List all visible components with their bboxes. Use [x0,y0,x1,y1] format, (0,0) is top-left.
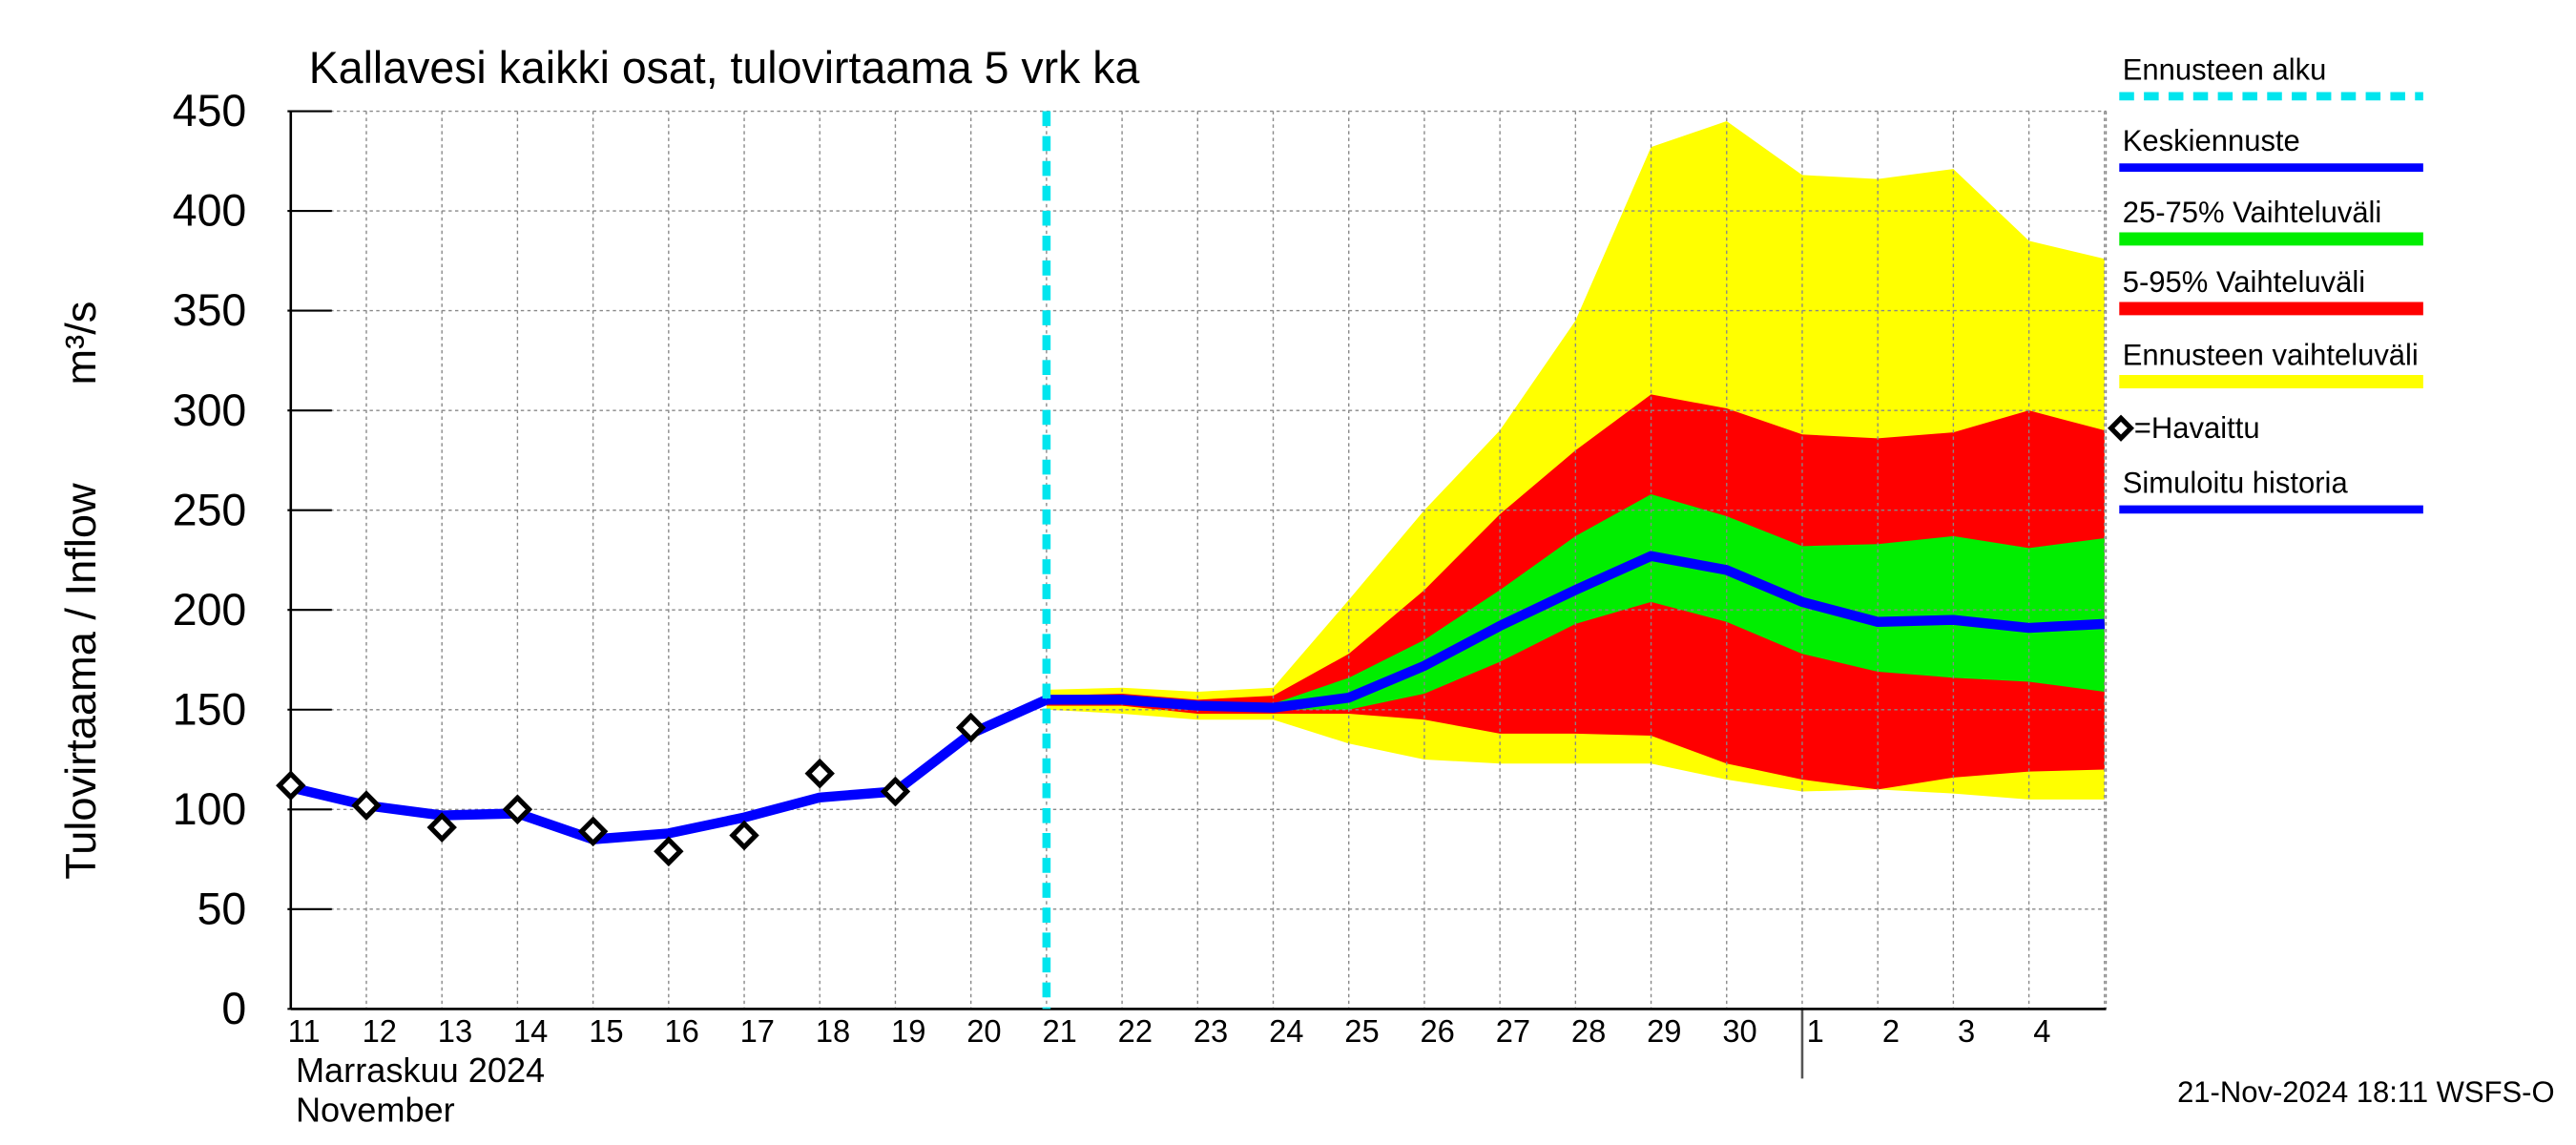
x-tick-label: 3 [1958,1013,1975,1049]
x-tick-label: 11 [288,1013,321,1049]
legend-label: Simuloitu historia [2123,466,2349,499]
observed-marker [880,776,911,807]
x-tick-label: 23 [1194,1013,1228,1049]
observed-marker [276,770,306,802]
observed-marker [955,712,987,743]
y-tick-label: 400 [173,186,247,236]
x-axis-label: Marraskuu 2024 [296,1051,545,1090]
chart-title: Kallavesi kaikki osat, tulovirtaama 5 vr… [309,43,1140,93]
legend-label: Ennusteen vaihteluväli [2123,338,2419,371]
x-tick-label: 1 [1807,1013,1824,1049]
observed-marker [654,836,684,867]
y-tick-label: 100 [173,784,247,834]
y-tick-label: 250 [173,485,247,534]
x-tick-label: 21 [1042,1013,1076,1049]
x-tick-label: 12 [363,1013,397,1049]
series-line [1046,551,2106,713]
x-axis-label: November [296,1090,455,1129]
x-tick-label: 28 [1571,1013,1606,1049]
x-tick-label: 2 [1882,1013,1900,1049]
y-tick-label: 350 [173,285,247,335]
observed-marker [729,820,759,851]
observed-marker [577,816,609,847]
y-tick-label: 150 [173,684,247,734]
x-tick-label: 17 [740,1013,775,1049]
legend-label: 5-95% Vaihteluväli [2123,265,2365,299]
x-tick-label: 15 [589,1013,623,1049]
band-area [1046,493,2105,710]
y-tick-label: 0 [221,984,246,1033]
legend-label: Ennusteen alku [2123,52,2327,86]
observed-marker [426,812,457,843]
x-tick-label: 22 [1118,1013,1153,1049]
x-tick-label: 27 [1496,1013,1530,1049]
y-tick-label: 300 [173,385,247,435]
x-tick-label: 14 [513,1013,548,1049]
y-tick-label: 450 [173,86,247,135]
x-tick-label: 13 [438,1013,472,1049]
plot-area: 11 12 13 14 15 16 17 18 19 20 21 22 23 24 25 26 27 28 29 30… [173,86,2108,1049]
x-tick-label: 18 [816,1013,850,1049]
legend-label: Keskiennuste [2123,124,2300,157]
series-line [289,695,1049,844]
x-tick-label: 16 [664,1013,698,1049]
x-tick-label: 29 [1647,1013,1681,1049]
x-tick-label: 25 [1344,1013,1379,1049]
x-tick-label: 24 [1269,1013,1303,1049]
y-tick-label: 200 [173,585,247,635]
legend-label: =Havaittu [2134,411,2260,445]
legend-label: 25-75% Vaihteluväli [2123,196,2382,229]
observed-marker [502,794,533,825]
legend-marker [2108,414,2135,442]
x-tick-label: 20 [966,1013,1001,1049]
observed-marker [351,790,382,821]
x-tick-label: 30 [1722,1013,1756,1049]
footer: 21-Nov-2024 18:11 WSFS-O [2177,1075,2555,1109]
x-tick-label: 26 [1420,1013,1454,1049]
observed-marker [804,758,835,789]
y-axis-unit: m³/s [56,302,105,385]
x-tick-label: 19 [891,1013,925,1049]
y-tick-label: 50 [197,884,247,933]
y-axis-label: Tulovirtaama / Inflow [56,483,105,880]
legend: Ennusteen alku Keskiennuste 25-75% Vaihtel… [2108,52,2423,514]
x-tick-label: 4 [2033,1013,2050,1049]
